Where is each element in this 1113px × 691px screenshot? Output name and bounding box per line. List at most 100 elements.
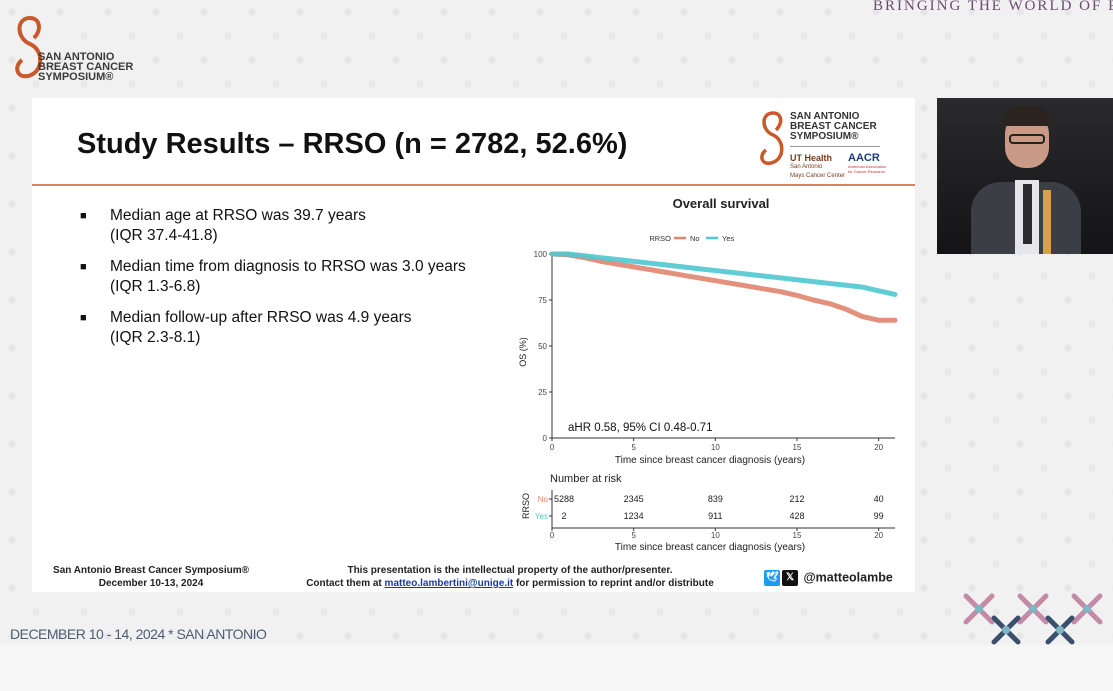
bullet-line2: (IQR 37.4-41.8): [110, 227, 218, 244]
top-banner: BRINGING THE WORLD OF EP TO: [873, 0, 1113, 14]
ut-health-sub2: Mays Cancer Center: [790, 173, 846, 179]
sabcs-logo-text: SAN ANTONIO BREAST CANCER SYMPOSIUM®: [38, 51, 134, 83]
bullet-line1: Median time from diagnosis to RRSO was 3…: [110, 258, 466, 275]
risk-cell: 2345: [624, 494, 644, 504]
slide-logo-divider: [790, 146, 880, 147]
social-handle[interactable]: @matteolambe: [803, 570, 893, 585]
series-line-yes: [549, 251, 898, 297]
bullet-list: ■ Median age at RRSO was 39.7 years (IQR…: [80, 206, 520, 359]
logo-line1: SAN ANTONIO: [38, 51, 115, 63]
contact-email-link[interactable]: matteo.lambertini@unige.it: [384, 578, 514, 589]
risk-cell: 2: [561, 511, 566, 521]
risk-x-tick-label: 5: [631, 531, 636, 540]
bullet-item: ■ Median age at RRSO was 39.7 years (IQR…: [80, 206, 520, 246]
risk-cell: 1234: [624, 511, 644, 521]
logo-line2: BREAST CANCER: [38, 61, 134, 73]
risk-cell: 5288: [554, 494, 574, 504]
title-divider: [32, 184, 915, 186]
ribbon-logo-icon: [15, 16, 43, 79]
slide-logo-line1: SAN ANTONIO: [790, 111, 860, 122]
event-dates-banner: DECEMBER 10 - 14, 2024 * SAN ANTONIO: [10, 626, 267, 642]
y-tick-label: 25: [538, 388, 547, 397]
chart-title: Overall survival: [673, 196, 770, 211]
legend-title: RRSO: [649, 234, 671, 243]
bullet-item: ■ Median time from diagnosis to RRSO was…: [80, 257, 520, 297]
footer-contact-post: for permission to reprint and/or distrib…: [513, 578, 714, 589]
slide-logo-line3: SYMPOSIUM®: [790, 131, 859, 142]
glasses-icon: [1009, 134, 1045, 144]
x-icon[interactable]: 𝕏: [782, 570, 798, 586]
slide-logo-text: SAN ANTONIO BREAST CANCER SYMPOSIUM®: [790, 112, 877, 142]
bullet-line2: (IQR 1.3-6.8): [110, 278, 201, 295]
footer-disclaimer: This presentation is the intellectual pr…: [280, 564, 740, 590]
aacr-name: AACR: [848, 152, 880, 164]
risk-cell: 911: [708, 511, 722, 521]
speaker-hair: [1003, 106, 1051, 126]
sabcs-logo: SAN ANTONIO BREAST CANCER SYMPOSIUM®: [10, 12, 150, 92]
bullet-marker-icon: ■: [80, 312, 87, 324]
slide-logo: SAN ANTONIO BREAST CANCER SYMPOSIUM® UT …: [756, 108, 886, 180]
y-axis-label: OS (%): [518, 337, 528, 367]
risk-cell: 428: [789, 511, 804, 521]
plot-area: 0 25 50 75 100 0 5 10 15 20: [534, 250, 898, 452]
legend-label-yes: Yes: [722, 234, 734, 243]
risk-cell: 212: [789, 494, 804, 504]
x-tick-label: 20: [874, 443, 883, 452]
risk-row-label-yes: Yes: [535, 512, 548, 521]
ut-health-logo: UT Health San Antonio Mays Cancer Center: [790, 154, 845, 181]
ut-health-sub: San Antonio: [790, 164, 823, 170]
legend-label-no: No: [690, 234, 700, 243]
series-line-no: [549, 251, 898, 323]
risk-y-label: RRSO: [521, 493, 531, 519]
bullet-line1: Median age at RRSO was 39.7 years: [110, 207, 366, 224]
y-tick-label: 50: [538, 342, 547, 351]
lanyard: [1043, 190, 1051, 254]
risk-x-tick-label: 0: [550, 531, 555, 540]
footer-symposium-dates: December 10-13, 2024: [98, 578, 204, 589]
twitter-icon[interactable]: 🕊: [764, 570, 780, 586]
risk-x-tick-label: 15: [793, 531, 802, 540]
x-tick-label: 5: [631, 443, 636, 452]
x-axis-label: Time since breast cancer diagnosis (year…: [615, 455, 805, 466]
x-tick-label: 15: [793, 443, 802, 452]
hr-annotation: aHR 0.58, 95% CI 0.48-0.71: [568, 422, 712, 434]
risk-table: 0 5 10 15 20 5288 2345 839 212 40 2 1234 911 428 99: [549, 490, 895, 540]
ribbon-logo-icon: [760, 111, 784, 165]
slide-title: Study Results – RRSO (n = 2782, 52.6%): [77, 128, 628, 160]
footer-symposium-name: San Antonio Breast Cancer Symposium®: [53, 565, 249, 576]
ut-health-name: UT Health: [790, 153, 833, 163]
slide-logo-line2: BREAST CANCER: [790, 121, 877, 132]
footer-contact-pre: Contact them at: [306, 578, 385, 589]
bullet-line1: Median follow-up after RRSO was 4.9 year…: [110, 309, 412, 326]
y-tick-label: 0: [543, 434, 548, 443]
risk-x-tick-label: 10: [711, 531, 720, 540]
risk-x-tick-label: 20: [874, 531, 883, 540]
risk-table-title: Number at risk: [550, 473, 622, 485]
bullet-marker-icon: ■: [80, 261, 87, 273]
bullet-item: ■ Median follow-up after RRSO was 4.9 ye…: [80, 308, 520, 348]
presentation-slide: Study Results – RRSO (n = 2782, 52.6%) S…: [32, 98, 915, 592]
aacr-sub: American Association for Cancer Research: [848, 164, 887, 174]
risk-x-axis-label: Time since breast cancer diagnosis (year…: [615, 542, 805, 553]
footer-symposium: San Antonio Breast Cancer Symposium® Dec…: [42, 564, 260, 590]
risk-row-label-no: No: [538, 495, 549, 504]
bottom-strip: [0, 645, 1113, 691]
x-tick-label: 0: [550, 443, 555, 452]
y-tick-label: 75: [538, 296, 547, 305]
x-tick-label: 10: [711, 443, 720, 452]
footer-social: 🕊 𝕏 @matteolambe: [764, 570, 893, 586]
logo-line3: SYMPOSIUM®: [38, 71, 114, 83]
footer-disclaimer-line1: This presentation is the intellectual pr…: [347, 565, 673, 576]
y-tick-label: 100: [534, 250, 548, 259]
decorative-network-icon: [963, 593, 1103, 645]
footer-disclaimer-line2: Contact them at matteo.lambertini@unige.…: [280, 577, 740, 590]
risk-cell: 839: [708, 494, 723, 504]
risk-cell: 99: [874, 511, 884, 521]
bullet-line2: (IQR 2.3-8.1): [110, 329, 201, 346]
aacr-logo: AACR American Association for Cancer Res…: [848, 152, 888, 174]
risk-cell: 40: [874, 494, 884, 504]
bullet-marker-icon: ■: [80, 210, 87, 222]
speaker-webcam: [937, 98, 1113, 254]
survival-chart: Overall survival RRSO No Yes 02550751000…: [518, 196, 898, 553]
speaker-tie: [1023, 184, 1032, 244]
